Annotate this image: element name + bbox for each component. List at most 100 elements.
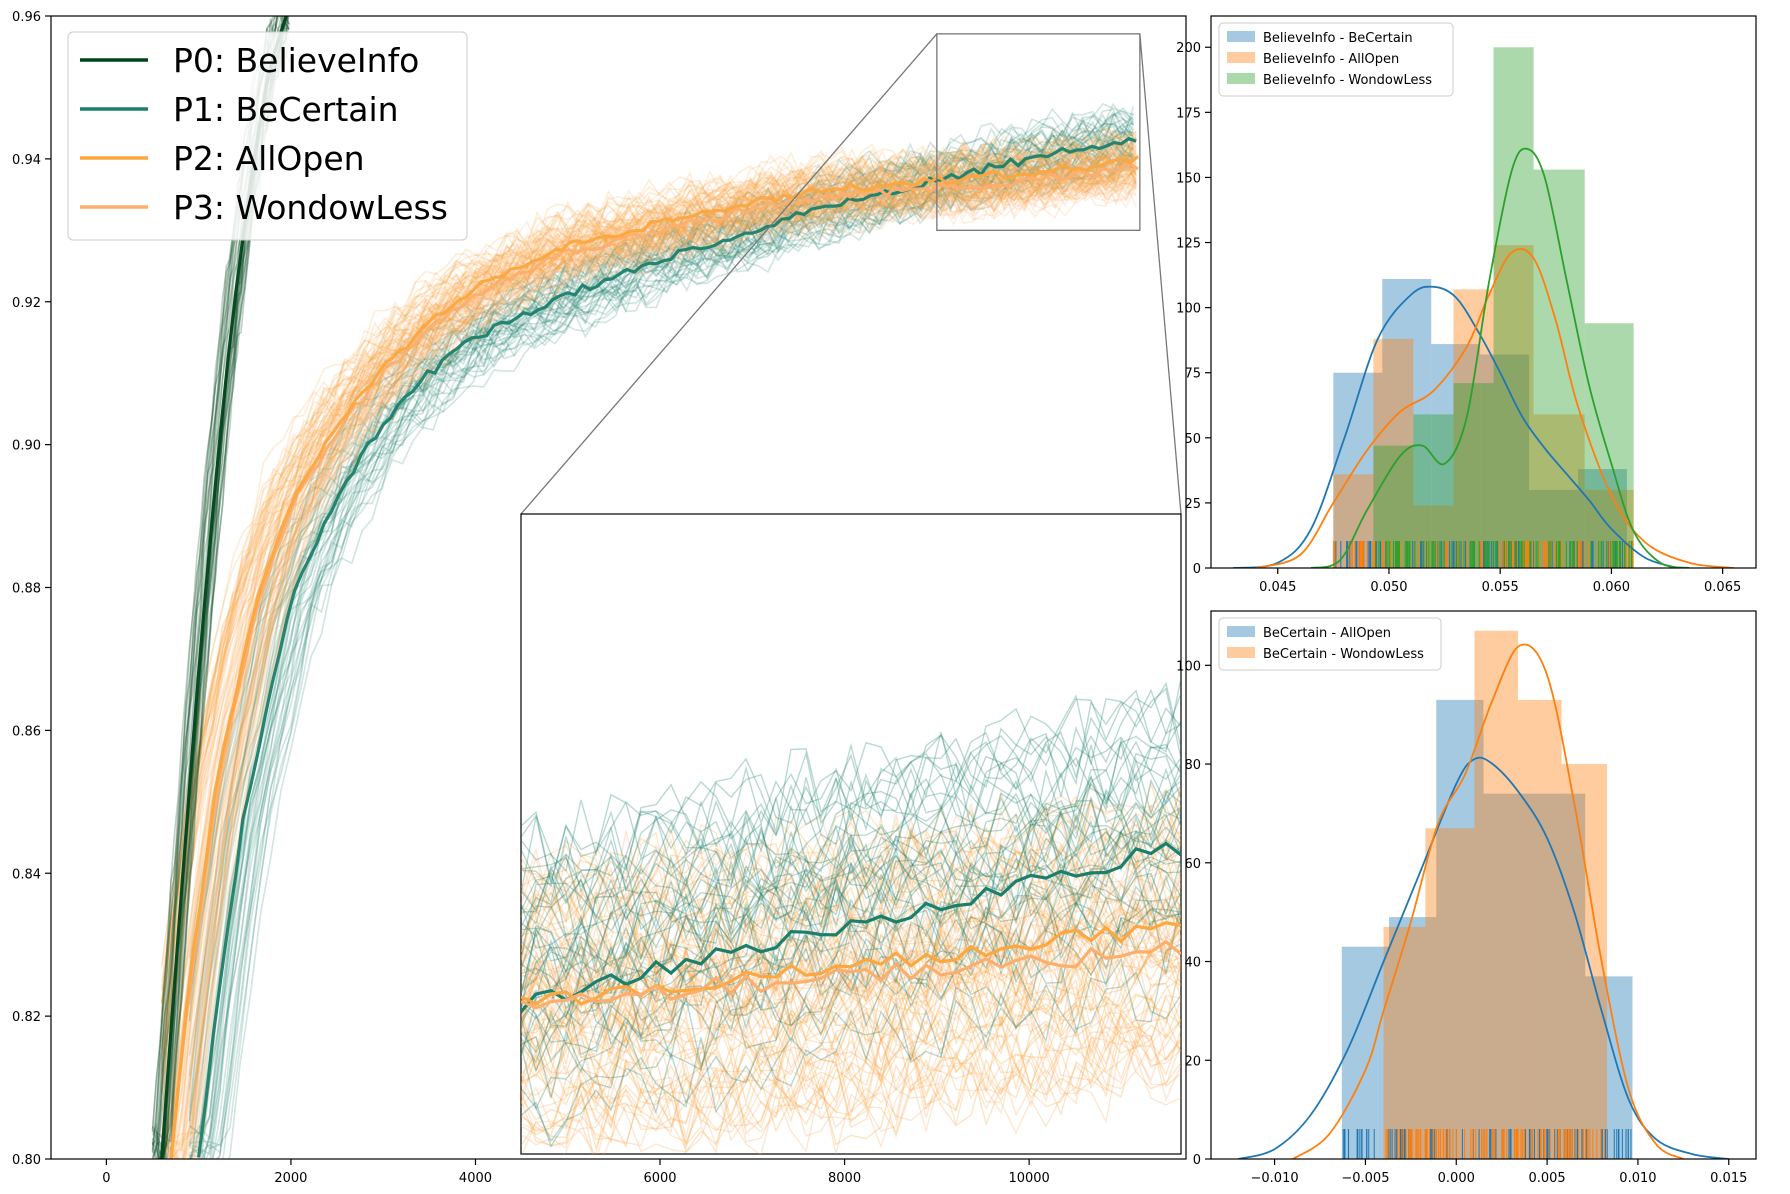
kde-curve: [1233, 285, 1679, 568]
series-run-line: [160, 137, 1137, 1003]
series-run-line: [160, 130, 1137, 1159]
y-tick-label: 0.84: [12, 867, 41, 882]
inset-run-line: [521, 946, 1181, 1079]
series-run-line: [200, 143, 1134, 1159]
zoom-region-box: [936, 33, 1141, 231]
series-run-line: [211, 150, 1134, 1159]
histogram-plot-area: [1238, 630, 1729, 1159]
legend-label: BeCertain - AllOpen: [1263, 626, 1391, 641]
histogram-bar: [1493, 245, 1534, 568]
inset-run-line: [521, 788, 1181, 926]
inset-run-line: [521, 868, 1181, 990]
y-tick-label: 200: [1176, 41, 1201, 56]
x-tick-label: 0.005: [1528, 1171, 1565, 1186]
histogram-legend: BelieveInfo - BeCertain BelieveInfo - All…: [1218, 22, 1454, 97]
inset-run-line: [521, 831, 1181, 964]
inset-run-line: [521, 681, 1181, 873]
inset-run-line: [521, 878, 1181, 1008]
inset-run-line: [521, 959, 1181, 1086]
inset-run-line: [521, 952, 1181, 1084]
y-tick-label: 0.86: [12, 724, 41, 739]
series-run-line: [160, 180, 1137, 1043]
histogram-bar: [1431, 344, 1481, 568]
series-run-line: [188, 133, 1134, 1108]
inset-run-line: [521, 975, 1181, 1109]
histogram-legend: BeCertain - AllOpen BeCertain - WondowLes…: [1218, 617, 1442, 671]
inset-run-line: [521, 804, 1181, 989]
inset-run-line: [521, 791, 1181, 1010]
y-tick-label: 20: [1184, 1054, 1201, 1069]
kde-curve: [1238, 756, 1729, 1159]
inset-run-line: [521, 901, 1181, 1074]
series-run-line: [160, 168, 1137, 1022]
series-run-line: [227, 154, 1134, 1159]
inset-run-line: [521, 830, 1181, 1014]
series-run-line: [222, 146, 1135, 1159]
histogram-bar: [1530, 793, 1586, 1159]
inset-run-line: [521, 841, 1181, 976]
series-run-line: [167, 169, 1137, 1159]
zoom-connector-line: [1139, 33, 1182, 515]
series-run-line: [189, 132, 1134, 1159]
x-tick-label: −0.010: [1251, 1171, 1299, 1186]
legend-box: [1218, 617, 1442, 671]
x-tick-label: 8000: [828, 1171, 861, 1186]
series-run-line: [205, 158, 1134, 1159]
inset-run-line: [521, 890, 1181, 1017]
series-run-line: [160, 131, 1137, 1012]
inset-run-line: [521, 947, 1181, 1087]
inset-run-line: [521, 1012, 1181, 1151]
inset-run-line: [521, 961, 1181, 1105]
histogram-bar: [1561, 764, 1608, 1159]
series-mean-line: [169, 155, 1140, 1159]
rug-ticks: [1385, 1129, 1605, 1159]
inset-run-line: [521, 952, 1181, 1067]
series-run-line: [188, 122, 1134, 1124]
inset-frame: [520, 513, 1182, 1155]
y-tick-label: 175: [1176, 106, 1201, 121]
zoom-connector-line: [520, 33, 938, 515]
series-run-line: [161, 156, 1137, 1159]
series-run-line: [182, 153, 1137, 1159]
inset-run-line: [521, 1027, 1181, 1148]
inset-run-line: [521, 797, 1181, 920]
series-run-line: [216, 149, 1134, 1159]
series-mean-line: [197, 136, 1137, 1158]
x-tick-label: 0.010: [1619, 1171, 1656, 1186]
inset-run-line: [521, 882, 1181, 1054]
series-run-line: [188, 147, 1135, 1056]
inset-run-line: [521, 814, 1181, 940]
series-run-line: [160, 134, 1137, 968]
inset-run-line: [521, 871, 1181, 1013]
inset-run-line: [521, 905, 1181, 1032]
inset-run-line: [521, 943, 1181, 1143]
series-run-line: [162, 149, 1137, 1159]
y-tick-label: 0: [1193, 562, 1201, 577]
inset-run-line: [521, 902, 1181, 1032]
series-run-line: [161, 159, 1137, 1159]
y-tick-label: 0.80: [12, 1153, 41, 1168]
x-tick-label: 0.050: [1370, 580, 1407, 595]
histogram-background: [1211, 16, 1756, 568]
inset-run-line: [521, 789, 1181, 962]
inset-run-line: [521, 897, 1181, 1022]
y-tick-label: 0.92: [12, 296, 41, 311]
inset-run-line: [521, 737, 1181, 921]
histogram-bar: [1480, 354, 1530, 568]
inset-run-line: [521, 879, 1181, 987]
main-line-chart: 0 2000 4000 6000 8000 10000 0.80 0.82 0.84 0.86 0.…: [12, 10, 1187, 1186]
series-run-line: [209, 159, 1134, 1159]
inset-run-line: [521, 933, 1181, 1073]
x-tick-label: −0.005: [1341, 1171, 1389, 1186]
main-legend: P0: BelieveInfo P1: BeCertain P2: AllOpen P…: [67, 31, 468, 241]
inset-run-line: [521, 862, 1181, 994]
series-run-line: [160, 129, 1137, 1014]
legend-swatch: [1227, 52, 1255, 63]
inset-run-line: [521, 925, 1181, 1056]
histogram-believeinfo: 0.045 0.050 0.055 0.060 0.065 0 25 50 75 100 125 15…: [1176, 15, 1757, 595]
series-run-line: [215, 156, 1134, 1159]
series-run-line: [188, 113, 1134, 1144]
inset-run-line: [521, 956, 1181, 1077]
inset-run-line: [521, 720, 1181, 912]
